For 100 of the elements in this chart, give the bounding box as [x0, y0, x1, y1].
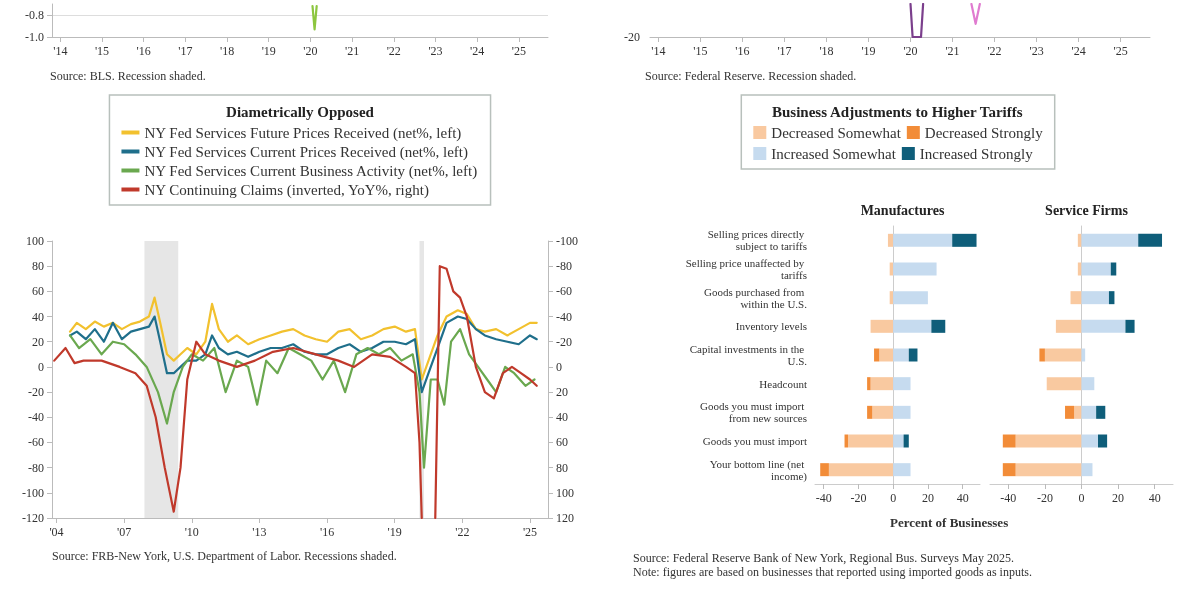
y-tick-label: Goods purchased from within the U.S. [704, 285, 808, 310]
x-tick-label: '20 [903, 44, 918, 58]
x-tick-label: '24 [1071, 44, 1086, 58]
bar [931, 319, 946, 333]
y2-tick-label: 80 [556, 460, 568, 475]
bar [1110, 262, 1117, 276]
bar [893, 463, 911, 477]
x-tick-label: '15 [693, 44, 708, 58]
x-tick-label: -20 [1036, 491, 1053, 505]
bar [1096, 405, 1106, 419]
bar [1097, 434, 1108, 448]
y-tick-label: -80 [28, 460, 44, 475]
y2-tick-label: 60 [556, 435, 568, 450]
y-tick-label: 60 [32, 284, 44, 299]
bar [893, 262, 937, 276]
legend-title: Business Adjustments to Higher Tariffs [772, 103, 1023, 120]
x-tick-label: '19 [261, 44, 276, 58]
legend-label: Decreased Strongly [924, 124, 1044, 141]
bar [893, 291, 928, 305]
y-tick-label: Goods you must import from new sources [700, 400, 807, 425]
x-tick-label: '14 [651, 44, 666, 58]
y2-tick-label: 0 [556, 359, 562, 374]
x-tick-label: '18 [219, 44, 235, 58]
bar [1081, 405, 1097, 419]
legend-label: NY Fed Services Current Prices Received (net%, left) [144, 143, 468, 161]
y-tick-label: -120 [22, 511, 44, 525]
x-tick-label: '21 [945, 44, 960, 58]
bar [893, 405, 911, 419]
x-tick-label: 40 [1148, 491, 1161, 505]
y2-tick-label: -60 [556, 284, 572, 299]
bar [1002, 434, 1016, 448]
y-tick-label: Capital investments in the U.S. [689, 343, 808, 367]
bar [903, 434, 909, 448]
text: -20 [624, 30, 640, 44]
bar [867, 377, 871, 391]
y-tick-label: Goods you must import [702, 435, 807, 447]
y-tick-label: Your bottom line (net income) [709, 457, 808, 483]
bar [893, 434, 904, 448]
x-tick-label: '07 [117, 525, 132, 539]
y2-tick-label: 20 [556, 385, 568, 400]
bar [820, 463, 829, 477]
bar [893, 319, 932, 333]
x-tick-label: '22 [455, 525, 470, 539]
x-tick-label: '16 [319, 525, 335, 539]
bar [870, 377, 894, 391]
x-tick-label: '10 [184, 525, 199, 539]
x-tick-label: '22 [987, 44, 1002, 58]
x-tick-label: '18 [819, 44, 834, 58]
legend-label: Increased Strongly [919, 145, 1034, 162]
x-tick-label: '21 [345, 44, 360, 58]
line-series [68, 328, 536, 469]
bar [893, 233, 953, 247]
legend-label: Increased Somewhat [771, 145, 897, 162]
x-tick-label: 0 [890, 491, 897, 505]
bar [893, 348, 909, 362]
bar [1108, 291, 1115, 305]
bar [1081, 233, 1139, 247]
x-tick-label: '16 [735, 44, 750, 58]
y-tick-label: 40 [32, 309, 44, 324]
y-tick-label: -40 [28, 410, 44, 425]
x-tick-label: '16 [136, 44, 151, 58]
bar [1046, 377, 1082, 391]
legend-label: Decreased Somewhat [771, 124, 902, 141]
line-series [68, 296, 538, 381]
x-tick-label: '20 [303, 44, 318, 58]
x-tick-label: '19 [861, 44, 876, 58]
bar [828, 463, 894, 477]
x-tick-label: -40 [815, 491, 832, 505]
x-tick-label: 40 [956, 491, 969, 505]
bar [867, 405, 873, 419]
x-tick-label: '15 [94, 44, 110, 58]
line-series [68, 315, 538, 394]
bar [1138, 233, 1163, 247]
bar [1074, 405, 1082, 419]
x-tick-label: '13 [252, 525, 267, 539]
x-tick-label: '24 [470, 44, 485, 58]
x-tick-label: 20 [1112, 491, 1125, 505]
y-tick-label: -20 [28, 385, 44, 400]
bar [1081, 319, 1126, 333]
y2-tick-label: -80 [556, 259, 572, 274]
x-tick-label: '14 [53, 44, 68, 58]
x-tick-label: '17 [178, 44, 193, 58]
text: Note: figures are based on businesses that reported using imported goods as inputs. [633, 565, 1032, 579]
bar [1044, 348, 1082, 362]
bar [887, 233, 894, 247]
y-tick-label: -0.8 [25, 8, 44, 22]
bar [879, 348, 894, 362]
y-tick-label: Selling price unaffected by tariffs [685, 257, 807, 281]
source-note: Source: Federal Reserve. Recession shaded. [645, 69, 857, 83]
chart-title: Manufactures [860, 202, 945, 218]
bar [1081, 262, 1111, 276]
legend-label: NY Fed Services Future Prices Received (net%, left) [144, 124, 462, 142]
x-tick-label: '25 [1113, 44, 1128, 58]
bar [1002, 463, 1016, 477]
y-tick-label: 0 [38, 359, 44, 374]
bar [1015, 434, 1082, 448]
bar [872, 405, 894, 419]
y2-tick-label: 120 [556, 511, 574, 525]
bar [1081, 377, 1095, 391]
source-note: Source: BLS. Recession shaded. [50, 69, 206, 83]
